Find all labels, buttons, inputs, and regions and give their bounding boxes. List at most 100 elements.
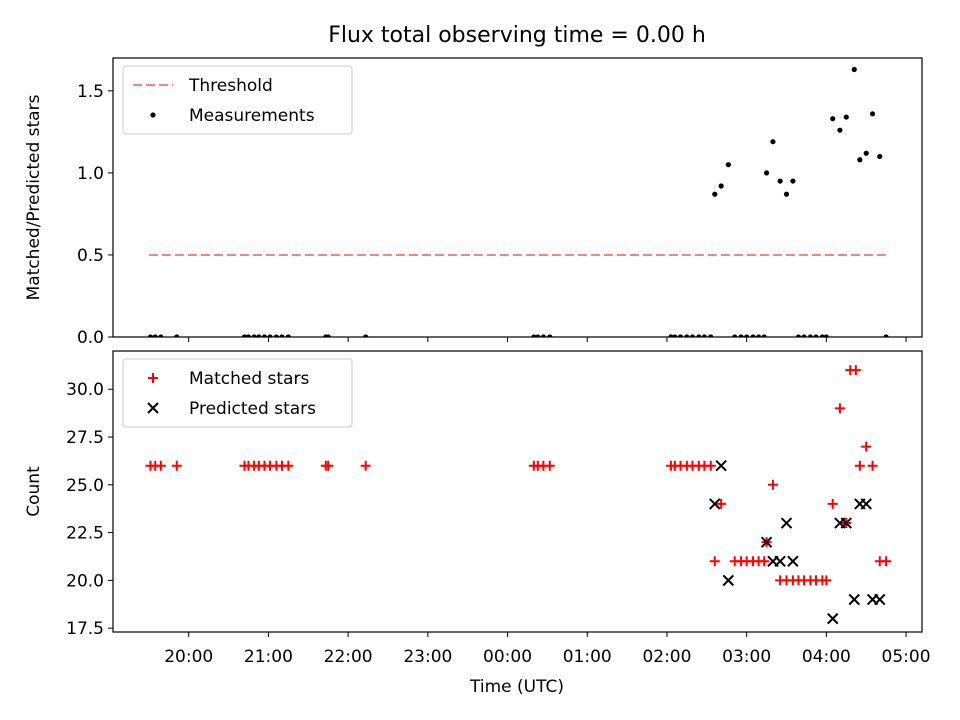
y-tick-label: 1.5 (77, 82, 104, 102)
measurement-point (761, 334, 767, 337)
measurement-point (696, 334, 702, 337)
measurement-point (256, 334, 262, 337)
y-axis-label: Matched/Predicted stars (24, 94, 44, 300)
measurement-point (790, 178, 796, 184)
x-tick-label: 01:00 (563, 647, 612, 667)
x-tick-label: 00:00 (483, 647, 532, 667)
x-tick-label: 23:00 (403, 647, 452, 667)
matched-star-point (283, 460, 294, 471)
matched-star-point (867, 460, 878, 471)
y-tick-label: 25.0 (66, 476, 104, 496)
measurement-point (863, 150, 869, 156)
matched-star-point (827, 498, 838, 509)
measurement-point (668, 334, 674, 337)
plot-data (147, 66, 889, 337)
measurement-point (830, 116, 836, 122)
measurement-point (732, 334, 738, 337)
matched-star-point (881, 556, 892, 567)
measurement-point (718, 183, 724, 189)
measurement-point (547, 334, 553, 337)
y-tick-label: 0.0 (77, 328, 104, 348)
matched-star-point (767, 479, 778, 490)
measurement-point (540, 334, 547, 337)
measurement-point (756, 334, 762, 337)
y-tick-label: 22.5 (66, 524, 104, 544)
measurement-point (813, 334, 819, 337)
measurement-point (750, 334, 756, 337)
y-tick-label: 0.5 (77, 246, 104, 266)
measurement-point (701, 334, 708, 337)
legend-label: Threshold (188, 76, 273, 96)
measurement-point (261, 334, 268, 337)
measurement-point (738, 334, 744, 337)
matched-star-point (171, 460, 182, 471)
y-tick-label: 20.0 (66, 571, 104, 591)
predicted-star-point (787, 555, 799, 567)
y-tick-label: 27.5 (66, 428, 104, 448)
measurement-point (147, 334, 154, 337)
y-tick-label: 17.5 (66, 619, 104, 639)
matched-star-point (759, 556, 770, 567)
predicted-star-point (722, 574, 735, 587)
x-tick-label: 05:00 (882, 647, 931, 667)
x-tick-label: 03:00 (722, 647, 771, 667)
x-tick-label: 02:00 (642, 647, 691, 667)
matched-star-point (544, 460, 555, 471)
legend-box (122, 65, 353, 135)
legend-predicted-swatch (147, 402, 159, 414)
y-axis-label: Count (24, 466, 44, 517)
measurement-point (273, 334, 279, 337)
legend-measurement-swatch (150, 112, 156, 118)
matched-star-point (705, 460, 716, 471)
measurement-point (744, 334, 750, 337)
measurement-point (807, 334, 814, 337)
predicted-star-point (760, 536, 773, 548)
measurement-point (837, 127, 843, 133)
measurement-point (677, 334, 684, 337)
measurement-point (535, 334, 541, 337)
matched-star-point (834, 403, 845, 414)
measurement-point (285, 334, 291, 337)
measurement-point (684, 334, 690, 337)
chart-title: Flux total observing time = 0.00 h (328, 23, 706, 48)
measurement-point (152, 334, 158, 337)
measurement-point (783, 191, 790, 197)
measurement-point (279, 334, 285, 337)
measurement-point (158, 334, 164, 337)
measurement-point (267, 334, 273, 337)
predicted-star-point (774, 555, 786, 567)
measurement-point (725, 162, 731, 168)
measurement-point (777, 178, 783, 184)
predicted-star-point (874, 593, 886, 606)
matched-star-point (821, 575, 832, 586)
x-tick-label: 21:00 (244, 647, 293, 667)
measurement-point (843, 114, 849, 120)
plot-frame (112, 350, 923, 633)
x-tick-label: 04:00 (802, 647, 851, 667)
predicted-star-point (848, 593, 860, 606)
plot-data (145, 365, 892, 625)
y-tick-label: 1.0 (77, 164, 104, 184)
measurement-point (801, 334, 807, 337)
measurement-point (672, 334, 678, 337)
measurement-point (883, 334, 889, 337)
matched-star-point (850, 365, 861, 376)
measurement-point (851, 66, 857, 73)
matched-star-point (854, 460, 865, 471)
matched-star-point (861, 441, 872, 452)
measurement-point (708, 334, 714, 337)
matched-star-point (155, 460, 166, 471)
measurement-point (689, 334, 696, 337)
predicted-star-point (860, 498, 872, 510)
measurement-point (245, 334, 252, 337)
measurement-point (531, 334, 537, 337)
matched-star-point (716, 498, 727, 509)
measurement-point (363, 334, 369, 337)
legend-box (122, 358, 353, 428)
measurement-point (869, 111, 876, 117)
legend-matched-swatch (148, 373, 158, 383)
matched-star-point (323, 460, 334, 471)
measurement-point (174, 334, 180, 337)
